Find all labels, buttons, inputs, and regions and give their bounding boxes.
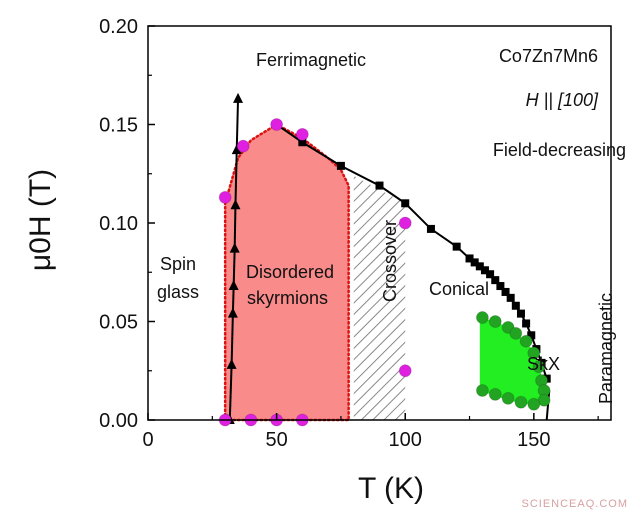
data-point-circle xyxy=(398,216,412,230)
data-point-circle xyxy=(514,395,528,409)
data-point-square xyxy=(298,138,307,147)
data-point-triangle xyxy=(227,307,238,318)
skx-boundary-line xyxy=(545,390,551,421)
data-point-square xyxy=(516,309,525,318)
skx-region xyxy=(479,317,545,405)
label-disordered: Disordered xyxy=(246,262,334,282)
data-point-square xyxy=(491,276,500,285)
data-point-square xyxy=(486,270,495,279)
data-point-circle xyxy=(527,346,541,360)
y-axis-title: μ0H (T) xyxy=(24,169,57,271)
data-point-square xyxy=(506,293,515,302)
data-point-square xyxy=(475,262,484,271)
data-point-circle xyxy=(488,315,502,328)
data-point-triangle xyxy=(231,144,242,155)
series-circle-3 xyxy=(475,311,551,411)
title-mode: Field-decreasing xyxy=(493,140,626,160)
label-paramagnetic: Paramagnetic xyxy=(596,293,616,404)
data-point-square xyxy=(522,319,531,328)
label-spin: Spin xyxy=(160,254,196,274)
data-point-square xyxy=(375,181,384,190)
data-point-square xyxy=(336,161,345,170)
label-skyrmions: skyrmions xyxy=(247,288,328,308)
data-point-triangle xyxy=(226,358,237,369)
data-point-square xyxy=(465,254,474,263)
x-axis-title: T (K) xyxy=(358,472,424,505)
crossover-region xyxy=(353,175,406,420)
series-square-0 xyxy=(272,120,551,383)
phase-regions xyxy=(223,123,551,422)
label-glass: glass xyxy=(157,282,199,302)
data-point-square xyxy=(452,242,461,251)
y-tick-label: 0.15 xyxy=(99,115,138,137)
data-series xyxy=(218,92,551,427)
y-tick-label: 0.10 xyxy=(99,213,138,235)
data-point-square xyxy=(511,301,520,310)
data-point-square xyxy=(426,224,435,233)
data-point-circle xyxy=(488,387,502,401)
title-field: H || [100] xyxy=(526,90,599,110)
data-point-square xyxy=(527,331,536,340)
data-point-triangle xyxy=(228,280,239,291)
data-point-square xyxy=(480,266,489,275)
data-point-circle xyxy=(527,397,541,411)
data-point-circle xyxy=(475,311,489,325)
label-conical: Conical xyxy=(429,279,489,299)
data-point-circle xyxy=(501,391,515,405)
label-skx: SkX xyxy=(527,354,560,374)
data-point-square xyxy=(501,287,510,296)
data-point-square xyxy=(401,199,410,208)
data-point-circle xyxy=(236,139,250,153)
data-point-circle xyxy=(532,360,546,374)
x-tick-label: 50 xyxy=(265,429,287,451)
disordered-skyrmion-region xyxy=(223,123,350,422)
y-tick-label: 0.20 xyxy=(99,16,138,38)
label-ferrimagnetic: Ferrimagnetic xyxy=(256,50,366,70)
data-point-triangle xyxy=(233,92,244,103)
data-point-square xyxy=(470,258,479,267)
y-tick-label: 0.00 xyxy=(99,410,138,432)
title-material: Co7Zn7Mn6 xyxy=(499,46,598,66)
watermark: SCIENCEAQ.COM xyxy=(521,498,628,510)
data-point-circle xyxy=(475,383,489,397)
data-point-triangle xyxy=(230,199,241,210)
data-point-circle xyxy=(295,127,309,141)
data-point-circle xyxy=(270,118,284,131)
data-point-circle xyxy=(218,190,232,204)
axis-ticks: 0 50 100 150 0.00 0.05 0.10 0.15 0.20 xyxy=(99,16,599,451)
label-crossover: Crossover xyxy=(380,220,400,302)
data-point-triangle xyxy=(229,242,240,253)
data-point-square xyxy=(496,282,505,291)
data-point-circle xyxy=(398,364,412,378)
x-tick-label: 0 xyxy=(142,429,153,451)
data-point-circle xyxy=(509,326,523,340)
x-tick-label: 100 xyxy=(389,429,422,451)
data-point-circle xyxy=(519,334,533,348)
y-tick-label: 0.05 xyxy=(99,312,138,334)
x-tick-label: 150 xyxy=(517,429,550,451)
